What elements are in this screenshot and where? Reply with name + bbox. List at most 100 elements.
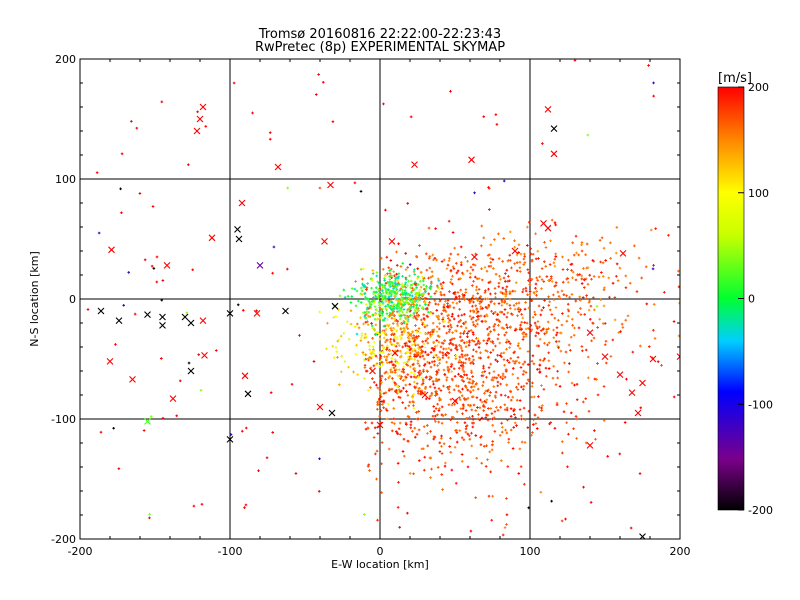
echo-dot	[410, 339, 413, 343]
echo-dot	[375, 383, 378, 387]
echo-dot	[408, 355, 412, 358]
echo-dot	[505, 323, 508, 327]
echo-dot	[373, 327, 376, 331]
echo-dot	[555, 401, 559, 405]
echo-dot	[580, 345, 584, 348]
echo-dot	[402, 454, 406, 458]
echo-dot	[496, 337, 500, 341]
echo-dot	[532, 362, 536, 366]
echo-dot	[375, 477, 378, 481]
echo-dot	[470, 317, 473, 321]
echo-dot	[424, 289, 427, 293]
echo-dot	[460, 460, 464, 463]
echo-dot	[384, 307, 388, 310]
echo-dot	[385, 333, 388, 337]
echo-dot	[403, 342, 407, 345]
echo-dot	[533, 321, 537, 325]
echo-dot	[499, 382, 502, 386]
echo-dot	[368, 469, 371, 472]
echo-dot	[379, 256, 383, 260]
echo-dot	[386, 402, 390, 406]
echo-dot	[583, 313, 587, 316]
echo-dot	[482, 236, 486, 240]
echo-dot	[540, 278, 544, 281]
echo-dot	[506, 326, 509, 329]
echo-dot	[586, 355, 590, 359]
echo-dot	[399, 349, 402, 353]
echo-dot	[507, 437, 511, 441]
echo-dot	[595, 305, 599, 308]
echo-dot	[412, 400, 416, 404]
echo-dot	[412, 303, 415, 306]
echo-dot	[412, 406, 416, 410]
echo-dot	[458, 355, 462, 359]
echo-dot	[457, 314, 460, 318]
echo-dot	[448, 385, 451, 388]
echo-dot	[380, 300, 383, 303]
echo-dot	[472, 385, 476, 388]
echo-dot	[449, 398, 453, 401]
echo-dot	[417, 347, 421, 351]
echo-dot	[400, 295, 403, 299]
echo-dot	[421, 340, 424, 343]
echo-dot	[594, 437, 597, 441]
echo-dot	[558, 331, 562, 335]
echo-cross	[634, 409, 642, 417]
echo-dot	[175, 414, 179, 418]
data-points	[86, 59, 680, 554]
echo-dot	[526, 268, 530, 271]
echo-dot	[428, 394, 432, 398]
echo-dot	[461, 376, 465, 379]
echo-dot	[380, 295, 384, 298]
echo-dot	[399, 377, 402, 380]
echo-dot	[570, 293, 574, 296]
echo-dot	[584, 348, 588, 352]
echo-dot	[539, 490, 543, 494]
echo-dot	[401, 345, 405, 349]
echo-dot	[423, 468, 426, 472]
echo-dot	[396, 320, 400, 323]
echo-dot	[454, 354, 458, 357]
echo-dot	[508, 342, 512, 345]
echo-dot	[453, 402, 456, 406]
echo-dot	[415, 382, 419, 385]
echo-dot	[337, 308, 340, 312]
echo-dot	[425, 337, 429, 341]
echo-dot	[369, 386, 372, 389]
echo-dot	[405, 310, 409, 314]
echo-dot	[416, 315, 420, 318]
echo-dot	[461, 403, 465, 407]
echo-dot	[517, 243, 521, 247]
echo-dot	[567, 309, 570, 313]
echo-dot	[390, 316, 394, 320]
echo-dot	[378, 397, 381, 401]
echo-dot	[428, 255, 432, 258]
echo-dot	[399, 293, 402, 296]
echo-dot	[488, 394, 491, 397]
echo-dot	[465, 424, 469, 427]
echo-dot	[482, 339, 486, 342]
echo-dot	[575, 437, 578, 440]
echo-dot	[480, 320, 484, 323]
echo-dot	[423, 301, 426, 304]
echo-dot	[368, 301, 372, 305]
echo-dot	[576, 273, 580, 277]
echo-dot	[538, 325, 541, 329]
echo-dot	[294, 472, 298, 475]
echo-dot	[318, 457, 321, 461]
echo-dot	[370, 322, 373, 325]
echo-dot	[499, 393, 503, 397]
echo-dot	[412, 472, 415, 476]
echo-dot	[418, 386, 421, 390]
echo-dot	[484, 289, 487, 293]
echo-dot	[433, 299, 437, 303]
echo-dot	[398, 344, 401, 347]
echo-cross	[181, 313, 189, 321]
echo-dot	[472, 362, 475, 366]
echo-dot	[517, 472, 521, 475]
echo-dot	[552, 551, 555, 554]
echo-dot	[161, 416, 165, 420]
echo-dot	[576, 310, 580, 314]
echo-dot	[435, 309, 439, 312]
echo-dot	[543, 260, 546, 263]
